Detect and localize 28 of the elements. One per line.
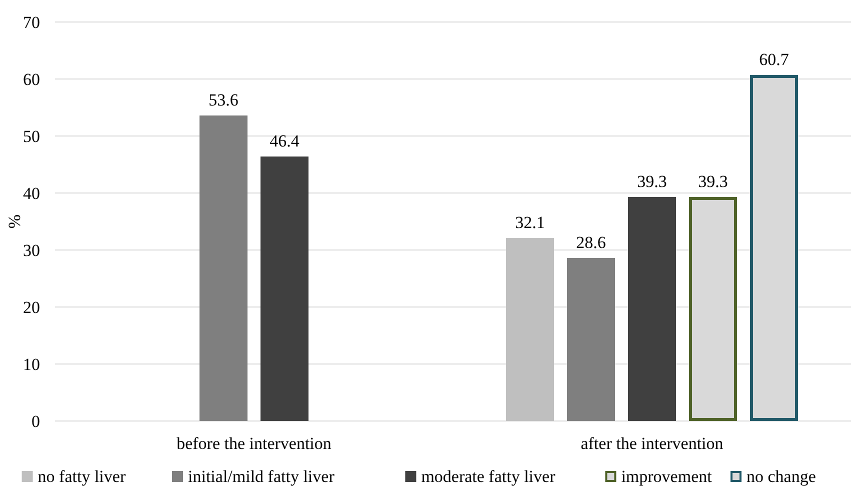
legend-label: no fatty liver — [38, 467, 126, 486]
data-label: 32.1 — [515, 213, 545, 232]
y-tick-label: 70 — [23, 13, 40, 32]
y-tick-label: 20 — [23, 298, 40, 317]
x-tick-label: after the intervention — [580, 434, 724, 453]
bar — [260, 156, 308, 421]
data-label: 39.3 — [698, 172, 728, 191]
legend-label: no change — [746, 467, 816, 486]
bar — [628, 196, 676, 421]
y-tick-label: 40 — [23, 184, 40, 203]
y-tick-label: 50 — [23, 127, 40, 146]
legend-label: moderate fatty liver — [421, 467, 556, 486]
bar — [506, 238, 554, 421]
data-label: 53.6 — [208, 90, 238, 110]
legend-label: improvement — [621, 467, 712, 486]
y-tick-label: 60 — [23, 70, 40, 89]
x-tick-label: before the intervention — [176, 434, 332, 453]
legend-label: initial/mild fatty liver — [188, 467, 335, 486]
bar — [200, 115, 248, 421]
y-tick-label: 0 — [32, 412, 40, 431]
bar — [567, 258, 615, 421]
data-label: 46.4 — [270, 132, 300, 151]
data-label: 60.7 — [759, 50, 790, 70]
y-tick-label: 30 — [23, 241, 40, 260]
y-axis-title: % — [5, 214, 24, 229]
data-label: 39.3 — [637, 172, 667, 191]
y-tick-label: 10 — [23, 355, 40, 374]
data-label: 28.6 — [576, 232, 606, 252]
